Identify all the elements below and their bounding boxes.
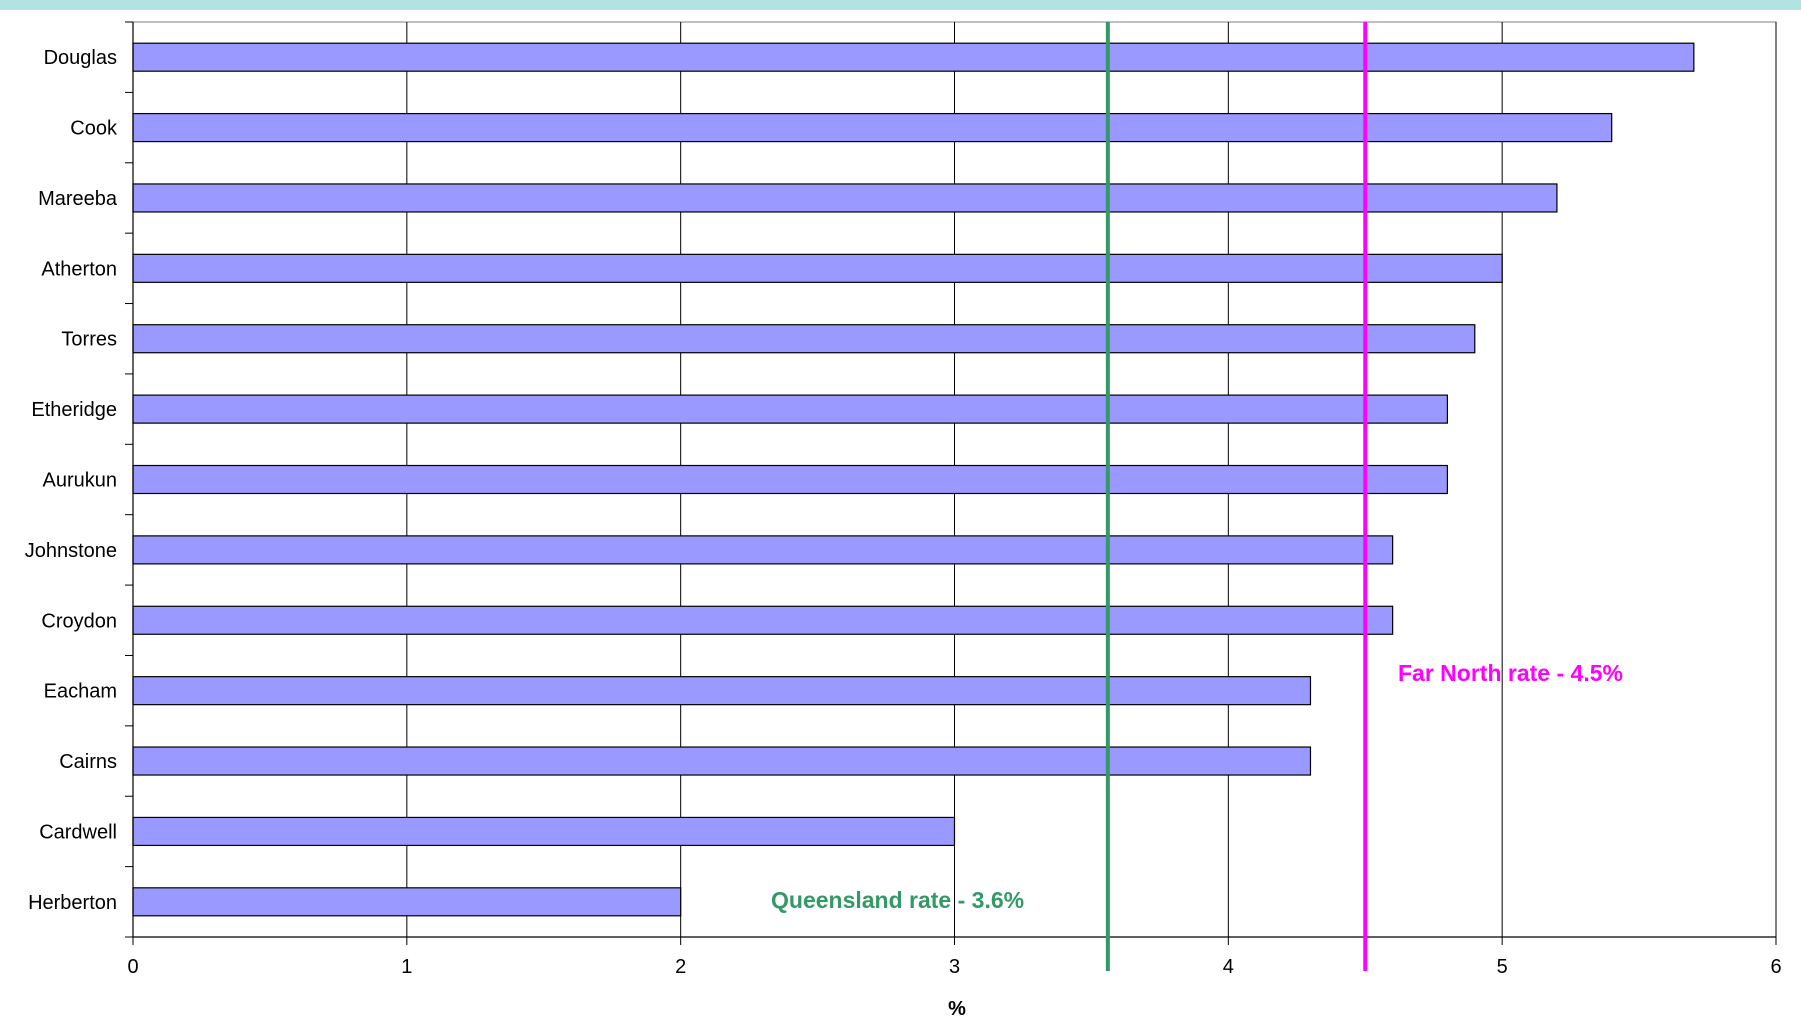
bar	[132, 887, 682, 917]
x-tick-label: 6	[1770, 956, 1781, 978]
y-tick-label: Torres	[61, 329, 117, 351]
y-tick-label: Johnstone	[25, 540, 117, 562]
y-tick-label: Etheridge	[31, 399, 117, 421]
bar	[132, 42, 1695, 72]
reference-line-label: Queensland rate - 3.6%	[771, 887, 1024, 913]
y-tick-label: Cardwell	[39, 821, 117, 843]
x-tick-label: 2	[675, 956, 686, 978]
bar	[132, 676, 1312, 706]
bar	[132, 253, 1503, 283]
y-tick-label: Herberton	[28, 892, 117, 914]
x-tick-label: 3	[949, 956, 960, 978]
y-tick-label: Cook	[70, 118, 118, 140]
x-tick-label: 0	[127, 956, 138, 978]
y-tick-label: Mareeba	[38, 188, 118, 210]
bar	[132, 746, 1312, 776]
bar	[132, 183, 1558, 213]
y-tick-label: Aurukun	[43, 470, 118, 492]
bar	[132, 394, 1449, 424]
y-tick-label: Atherton	[41, 258, 117, 280]
reference-lines: Queensland rate - 3.6% Far North rate - 4…	[771, 22, 1623, 971]
bar	[132, 464, 1449, 495]
bar	[132, 112, 1613, 143]
x-tick-label: 5	[1497, 956, 1508, 978]
bar	[132, 535, 1394, 565]
top-color-band	[0, 0, 1801, 10]
axes: 0 1 2 3 4 5 6 Douglas Cook Mareeba Atherton Torres E…	[25, 21, 1782, 978]
bar	[132, 324, 1476, 354]
x-axis-label: %	[948, 998, 966, 1019]
bar	[132, 605, 1394, 635]
bars	[132, 42, 1695, 917]
y-tick-label: Cairns	[59, 751, 117, 773]
reference-line-label: Far North rate - 4.5%	[1398, 660, 1623, 686]
y-tick-label: Eacham	[44, 681, 117, 703]
bar	[132, 816, 956, 847]
y-tick-label: Croydon	[41, 610, 117, 632]
x-tick-label: 1	[401, 956, 412, 978]
x-tick-label: 4	[1223, 956, 1234, 978]
y-tick-label: Douglas	[44, 47, 117, 69]
